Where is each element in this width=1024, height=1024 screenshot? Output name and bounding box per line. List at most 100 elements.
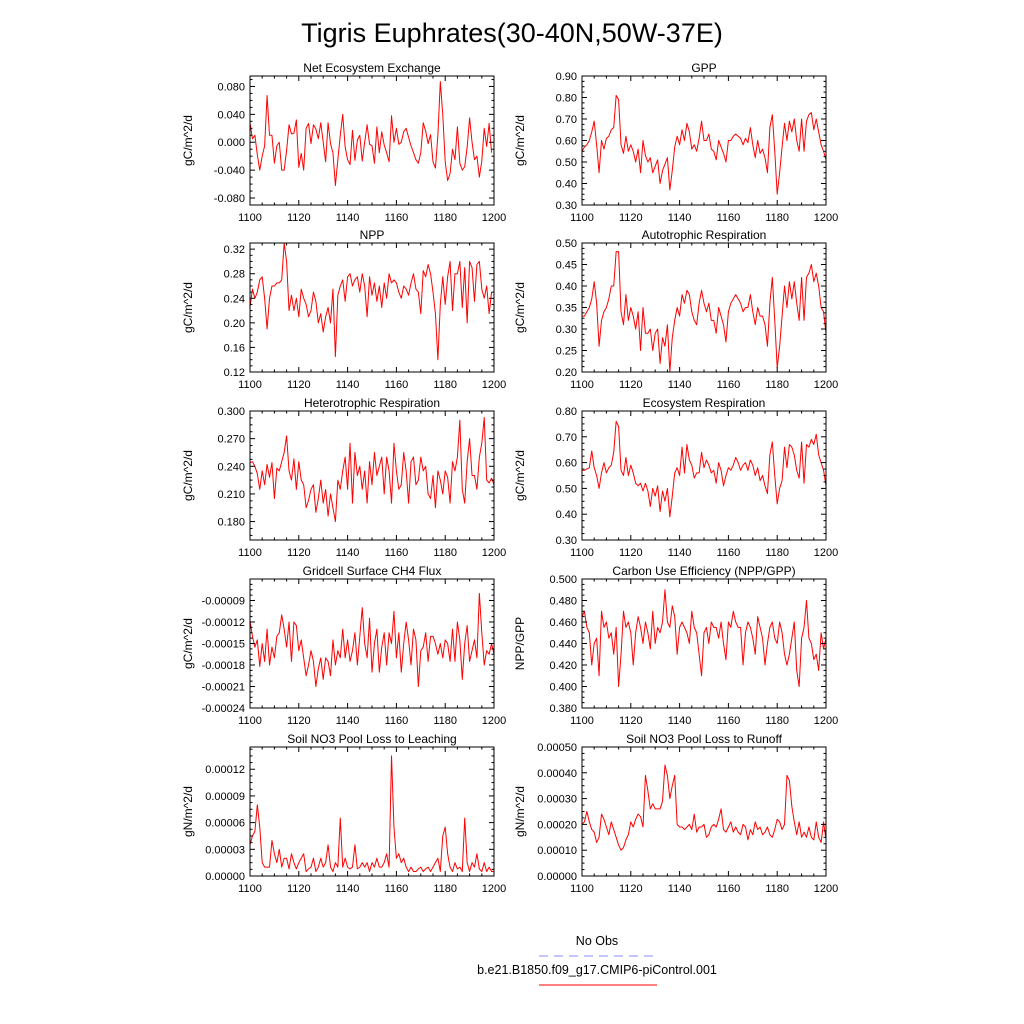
y-tick-label: 0.240 bbox=[217, 461, 245, 473]
x-tick-label: 1160 bbox=[717, 212, 741, 224]
y-tick-label: 0.50 bbox=[556, 238, 577, 250]
x-tick-label: 1100 bbox=[238, 715, 262, 727]
x-tick-label: 1160 bbox=[385, 883, 409, 895]
x-tick-label: 1200 bbox=[482, 547, 506, 559]
y-tick-label: 0.45 bbox=[556, 260, 577, 272]
x-tick-label: 1180 bbox=[433, 212, 457, 224]
y-tick-label: 0.20 bbox=[224, 318, 245, 330]
y-tick-label: 0.28 bbox=[224, 269, 245, 281]
y-tick-label: 0.00020 bbox=[537, 819, 577, 831]
panel-npp: NPP gC/m^2/d 1100 1120 1140 1160 1180 1200 0.12 0… bbox=[181, 228, 506, 391]
x-tick-label: 1160 bbox=[385, 547, 409, 559]
x-tick-label: 1200 bbox=[814, 547, 838, 559]
x-tick-label: 1120 bbox=[619, 379, 643, 391]
y-tick-label: 0.00050 bbox=[537, 742, 577, 754]
x-tick-label: 1180 bbox=[433, 883, 457, 895]
y-tick-label: 0.80 bbox=[556, 406, 577, 418]
y-tick-label: 0.70 bbox=[556, 114, 577, 126]
panel-heterotrophic-respiration: Heterotrophic Respiration gC/m^2/d 1100 112… bbox=[181, 396, 506, 559]
y-tick-label: 0.50 bbox=[556, 483, 577, 495]
x-tick-label: 1140 bbox=[668, 547, 692, 559]
legend-label-no-obs: No Obs bbox=[576, 934, 618, 948]
y-axis-label: gN/m^2/d bbox=[181, 786, 195, 837]
panel-title: Net Ecosystem Exchange bbox=[303, 61, 441, 75]
series-line bbox=[250, 243, 493, 361]
y-tick-label: 0.300 bbox=[217, 406, 245, 418]
series-line bbox=[582, 94, 826, 195]
figure-title: Tigris Euphrates(30-40N,50W-37E) bbox=[301, 18, 723, 48]
x-tick-label: 1100 bbox=[238, 883, 262, 895]
y-tick-label: 0.40 bbox=[556, 281, 577, 293]
plot-frame bbox=[581, 746, 827, 877]
y-tick-label: -0.00012 bbox=[202, 617, 245, 629]
series-line bbox=[250, 755, 494, 873]
x-tick-label: 1120 bbox=[287, 715, 311, 727]
panel-title: Soil NO3 Pool Loss to Leaching bbox=[287, 732, 456, 746]
panel-title: Gridcell Surface CH4 Flux bbox=[303, 564, 442, 578]
series-line bbox=[250, 416, 494, 523]
y-tick-label: 0.180 bbox=[217, 517, 245, 529]
y-tick-label: 0.20 bbox=[556, 367, 577, 379]
x-tick-label: 1160 bbox=[717, 379, 741, 391]
y-tick-label: -0.00015 bbox=[202, 639, 245, 651]
y-tick-label: 0.00010 bbox=[537, 845, 577, 857]
x-tick-label: 1160 bbox=[385, 379, 409, 391]
panel-soil-no3-pool-loss-to-runoff: Soil NO3 Pool Loss to Runoff gN/m^2/d 1100… bbox=[513, 732, 838, 895]
x-tick-label: 1120 bbox=[287, 212, 311, 224]
x-tick-label: 1140 bbox=[336, 379, 360, 391]
y-tick-label: 0.00012 bbox=[205, 764, 245, 776]
y-axis-label: gC/m^2/d bbox=[181, 115, 195, 166]
y-tick-label: 0.35 bbox=[556, 303, 577, 315]
y-axis-label: gC/m^2/d bbox=[513, 450, 527, 501]
x-tick-label: 1200 bbox=[482, 883, 506, 895]
y-tick-label: 0.50 bbox=[556, 157, 577, 169]
x-tick-label: 1200 bbox=[814, 379, 838, 391]
panel-title: Autotrophic Respiration bbox=[642, 228, 767, 242]
x-tick-label: 1180 bbox=[433, 547, 457, 559]
panel-ecosystem-respiration: Ecosystem Respiration gC/m^2/d 1100 1120 114… bbox=[513, 396, 838, 559]
panel-title: Heterotrophic Respiration bbox=[304, 396, 440, 410]
panel-carbon-use-efficiency-npp-gpp: Carbon Use Efficiency (NPP/GPP) NPP/GPP 11… bbox=[513, 564, 838, 727]
y-tick-label: 0.480 bbox=[549, 596, 577, 608]
x-tick-label: 1100 bbox=[238, 379, 262, 391]
x-tick-label: 1100 bbox=[238, 212, 262, 224]
y-tick-label: 0.30 bbox=[556, 535, 577, 547]
x-tick-label: 1200 bbox=[814, 715, 838, 727]
x-tick-label: 1140 bbox=[336, 715, 360, 727]
x-tick-label: 1120 bbox=[619, 212, 643, 224]
y-tick-label: 0.90 bbox=[556, 71, 577, 83]
y-tick-label: 0.380 bbox=[549, 703, 577, 715]
panel-soil-no3-pool-loss-to-leaching: Soil NO3 Pool Loss to Leaching gN/m^2/d 11… bbox=[181, 732, 506, 895]
y-tick-label: 0.25 bbox=[556, 346, 577, 358]
y-tick-label: 0.00000 bbox=[205, 871, 245, 883]
x-tick-label: 1180 bbox=[765, 883, 789, 895]
x-tick-label: 1180 bbox=[433, 379, 457, 391]
series-line bbox=[250, 592, 494, 687]
panel-title: Soil NO3 Pool Loss to Runoff bbox=[626, 732, 783, 746]
panel-autotrophic-respiration: Autotrophic Respiration gC/m^2/d 1100 1120 1… bbox=[513, 228, 838, 391]
x-tick-label: 1160 bbox=[717, 883, 741, 895]
y-tick-label: 0.24 bbox=[224, 293, 245, 305]
y-axis-label: gN/m^2/d bbox=[513, 786, 527, 837]
y-tick-label: 0.460 bbox=[549, 617, 577, 629]
y-tick-label: -0.040 bbox=[214, 165, 245, 177]
y-tick-label: 0.210 bbox=[217, 489, 245, 501]
x-tick-label: 1100 bbox=[238, 547, 262, 559]
plot-frame bbox=[249, 75, 495, 206]
x-tick-label: 1100 bbox=[570, 212, 594, 224]
x-tick-label: 1100 bbox=[570, 883, 594, 895]
x-tick-label: 1120 bbox=[619, 883, 643, 895]
y-tick-label: 0.70 bbox=[556, 432, 577, 444]
legend-label-model: b.e21.B1850.f09_g17.CMIP6-piControl.001 bbox=[477, 963, 717, 977]
y-tick-label: 0.32 bbox=[224, 244, 245, 256]
y-tick-label: 0.400 bbox=[549, 682, 577, 694]
x-tick-label: 1120 bbox=[287, 379, 311, 391]
y-tick-label: 0.60 bbox=[556, 458, 577, 470]
x-tick-label: 1100 bbox=[570, 715, 594, 727]
y-tick-label: 0.420 bbox=[549, 660, 577, 672]
x-tick-label: 1120 bbox=[287, 883, 311, 895]
y-tick-label: 0.040 bbox=[217, 109, 245, 121]
y-tick-label: 0.30 bbox=[556, 324, 577, 336]
x-tick-label: 1160 bbox=[717, 715, 741, 727]
y-axis-label: NPP/GPP bbox=[513, 617, 527, 670]
